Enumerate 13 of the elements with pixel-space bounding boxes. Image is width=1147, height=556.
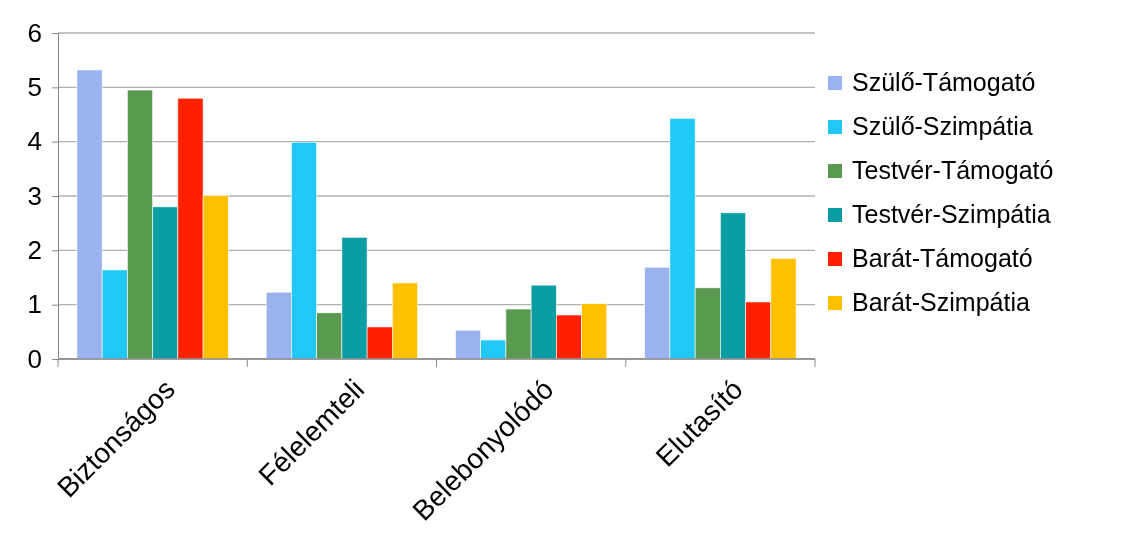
y-tick-label: 0: [27, 343, 42, 374]
legend-label: Barát-Támogató: [852, 243, 1033, 272]
y-tick-label: 2: [27, 235, 42, 266]
legend-label: Szülő-Szimpátia: [852, 111, 1033, 140]
y-tick-label: 6: [27, 17, 42, 48]
legend-label: Testvér-Szimpátia: [852, 199, 1051, 228]
y-tick-label: 4: [27, 126, 42, 157]
y-tick-label: 1: [27, 289, 42, 320]
y-tick-label: 3: [27, 180, 42, 211]
legend-label: Testvér-Támogató: [852, 155, 1054, 184]
y-tick-label: 5: [27, 72, 42, 103]
legend-label: Szülő-Támogató: [852, 67, 1036, 96]
legend-label: Barát-Szimpátia: [852, 287, 1030, 316]
